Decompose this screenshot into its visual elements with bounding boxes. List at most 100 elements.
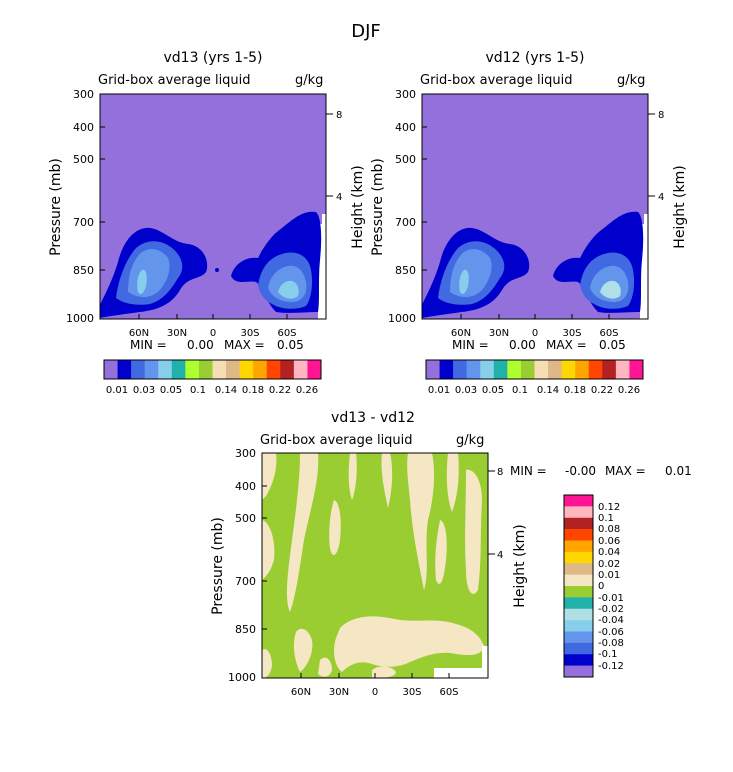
contour-level-0 bbox=[407, 453, 435, 590]
y-tick-label: 700 bbox=[235, 575, 256, 588]
max-value: 0.05 bbox=[277, 338, 304, 352]
colorbar-swatch bbox=[629, 360, 644, 379]
panel-title: vd12 (yrs 1-5) bbox=[485, 50, 584, 66]
x-tick-label: 60S bbox=[277, 328, 296, 339]
min-value: 0.00 bbox=[509, 338, 536, 352]
colorbar-swatch bbox=[493, 360, 508, 379]
y-tick-label: 300 bbox=[395, 88, 416, 101]
contour-level-0 bbox=[372, 666, 396, 678]
colorbar-label: 0.04 bbox=[598, 547, 620, 558]
min-max-readout: MIN = -0.00 MAX = 0.01 bbox=[510, 464, 692, 478]
colorbar-swatch bbox=[466, 360, 481, 379]
contour-level-0 bbox=[286, 453, 319, 612]
colorbar-swatch bbox=[507, 360, 522, 379]
colorbar-swatch bbox=[564, 540, 593, 553]
colorbar-swatch bbox=[266, 360, 281, 379]
colorbar-labels: 0.01 0.03 0.05 0.1 0.14 0.18 0.22 0.26 bbox=[106, 385, 318, 396]
colorbar-swatch bbox=[588, 360, 603, 379]
colorbar-swatch bbox=[564, 506, 593, 519]
y2-tick-label: 4 bbox=[658, 192, 664, 203]
y-tick-label: 400 bbox=[235, 480, 256, 493]
colorbar-swatch bbox=[131, 360, 145, 379]
colorbar bbox=[425, 359, 644, 380]
colorbar-frame bbox=[425, 359, 644, 380]
x-axis: 60N 30N 0 30S 60S bbox=[451, 314, 619, 339]
y-tick-label: 400 bbox=[395, 121, 416, 134]
y-tick-label: 1000 bbox=[66, 312, 94, 325]
colorbar-swatch bbox=[239, 360, 254, 379]
colorbar-swatch bbox=[602, 360, 617, 379]
colorbar-swatch bbox=[548, 360, 562, 379]
colorbar-label: 0.02 bbox=[598, 559, 620, 570]
colorbar-label: -0.04 bbox=[598, 615, 624, 626]
y-tick-label: 700 bbox=[73, 216, 94, 229]
y-tick-label: 500 bbox=[235, 512, 256, 525]
y2-tick-label: 8 bbox=[497, 467, 503, 478]
contour-level-0 bbox=[381, 453, 393, 508]
colorbar-label: 0.01 bbox=[106, 385, 128, 396]
contour-plot-area bbox=[262, 453, 488, 678]
colorbar-label: 0.26 bbox=[618, 385, 640, 396]
x-tick-label: 30N bbox=[489, 328, 509, 339]
x-tick-label: 60N bbox=[291, 687, 311, 698]
max-label: MAX = bbox=[605, 464, 646, 478]
colorbar-frame bbox=[563, 494, 594, 678]
max-value: 0.05 bbox=[599, 338, 626, 352]
x-tick-label: 60N bbox=[451, 328, 471, 339]
y-tick-label: 700 bbox=[395, 216, 416, 229]
x-tick-label: 30S bbox=[240, 328, 259, 339]
colorbar-swatch bbox=[564, 517, 593, 530]
y2-axis-label: Height (km) bbox=[672, 165, 688, 248]
y-tick-label: 300 bbox=[235, 447, 256, 460]
left-axis: 300 400 500 700 850 1000 bbox=[66, 88, 105, 325]
colorbar-frame bbox=[103, 359, 322, 380]
colorbar-label: 0.14 bbox=[215, 385, 237, 396]
y-tick-label: 850 bbox=[73, 264, 94, 277]
colorbar-label: 0.22 bbox=[269, 385, 291, 396]
colorbar-swatch bbox=[144, 360, 159, 379]
y2-axis-label: Height (km) bbox=[350, 165, 366, 248]
min-max-readout: MIN = 0.00 MAX = 0.05 bbox=[130, 338, 304, 352]
colorbar-swatch bbox=[480, 360, 495, 379]
colorbar-label: 0.14 bbox=[537, 385, 559, 396]
x-tick-label: 60S bbox=[599, 328, 618, 339]
colorbar-label: -0.12 bbox=[598, 661, 624, 672]
contour-level-0 bbox=[435, 520, 447, 584]
colorbar-swatch bbox=[561, 360, 576, 379]
colorbar-swatch bbox=[564, 597, 593, 610]
colorbar-label: 0.03 bbox=[455, 385, 477, 396]
right-axis: 8 4 bbox=[488, 467, 503, 561]
x-tick-label: 30N bbox=[329, 687, 349, 698]
contour-plot-area bbox=[100, 94, 326, 319]
missing-data-patch bbox=[640, 224, 648, 319]
y2-tick-label: 4 bbox=[336, 192, 342, 203]
colorbar-swatch bbox=[564, 574, 593, 587]
colorbar bbox=[103, 359, 322, 380]
colorbar-swatch bbox=[520, 360, 535, 379]
colorbar-swatch bbox=[185, 360, 200, 379]
y-tick-label: 850 bbox=[395, 264, 416, 277]
y2-tick-label: 8 bbox=[658, 110, 664, 121]
colorbar-label: 0.26 bbox=[296, 385, 318, 396]
y2-tick-label: 8 bbox=[336, 110, 342, 121]
contour-level-0 bbox=[318, 657, 332, 677]
missing-data-patch bbox=[482, 646, 488, 670]
panel-subtitle: Grid-box average liquid bbox=[420, 73, 573, 88]
colorbar-label: 0.05 bbox=[160, 385, 182, 396]
colorbar-label: 0.05 bbox=[482, 385, 504, 396]
colorbar-label: 0.06 bbox=[598, 536, 620, 547]
panel-units: g/kg bbox=[295, 73, 323, 88]
colorbar-label: 0.08 bbox=[598, 524, 620, 535]
colorbar-label: 0 bbox=[598, 581, 604, 592]
contour-level-0 bbox=[262, 520, 275, 580]
y-tick-label: 500 bbox=[73, 153, 94, 166]
colorbar-label: 0.1 bbox=[512, 385, 528, 396]
contour-plot-area bbox=[422, 94, 648, 319]
y2-tick-label: 4 bbox=[497, 550, 503, 561]
colorbar-label: 0.12 bbox=[598, 502, 620, 513]
colorbar-swatch bbox=[226, 360, 240, 379]
min-label: MIN = bbox=[130, 338, 167, 352]
contour-level-0 bbox=[465, 469, 482, 594]
x-tick-label: 60S bbox=[439, 687, 458, 698]
colorbar-label: 0.1 bbox=[598, 513, 614, 524]
